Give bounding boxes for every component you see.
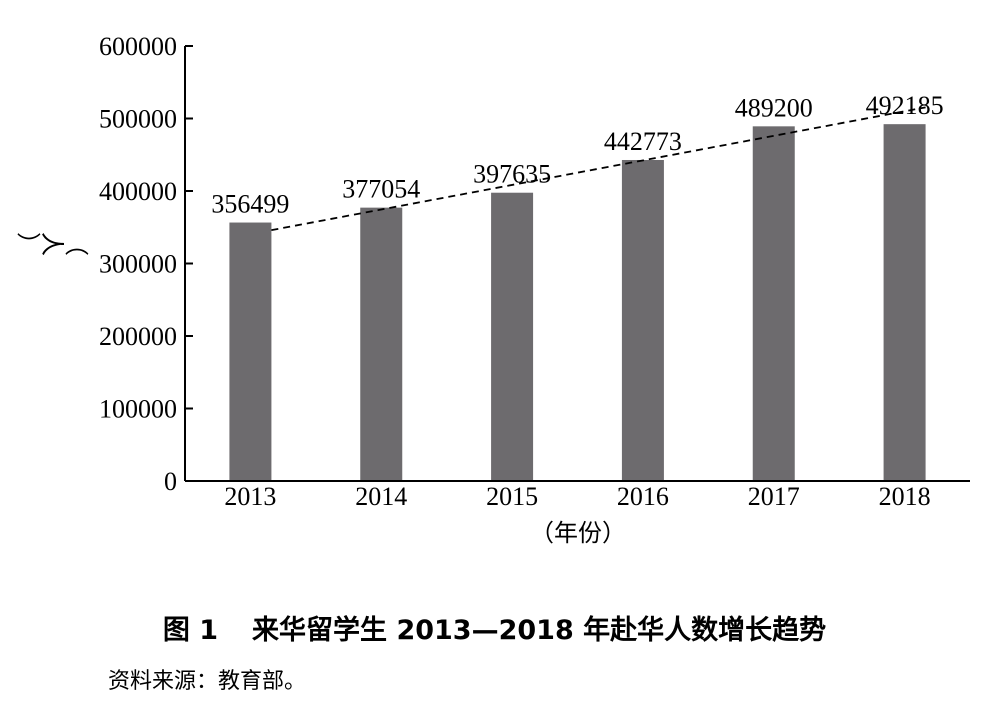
x-tick-label: 2015: [486, 482, 538, 511]
figure-caption: 图 1 来华留学生 2013—2018 年赴华人数增长趋势: [0, 608, 989, 647]
x-tick-label: 2017: [748, 482, 800, 511]
bar-2015: [491, 192, 534, 481]
source-note: 资料来源：教育部。: [108, 669, 307, 694]
x-tick-label: 2016: [617, 482, 669, 511]
figure-number: 图 1: [162, 615, 219, 646]
bar-2014: [360, 207, 403, 481]
y-tick-label: 600000: [99, 32, 177, 61]
trendline-dashed: [271, 106, 926, 232]
y-tick-label: 300000: [99, 250, 177, 279]
data-label: 397635: [473, 160, 551, 189]
data-label: 377054: [342, 175, 420, 204]
y-tick-label: 200000: [99, 322, 177, 351]
data-label: 356499: [211, 190, 289, 219]
bar-2016: [621, 159, 664, 482]
x-tick-label: 2014: [355, 482, 407, 511]
x-tick-label: 2013: [224, 482, 276, 511]
y-tick-label: 400000: [99, 177, 177, 206]
bar-2013: [229, 222, 272, 482]
bar-chart: 0 100000 200000 300000 400000 500000 600000 20…: [14, 32, 970, 547]
y-tick-label: 0: [164, 467, 177, 496]
x-axis: 2013 2014 2015 2016 2017 2018: [185, 480, 970, 511]
bar-2017: [752, 126, 795, 481]
trendline: [271, 106, 926, 232]
x-axis-title: （年份）: [530, 519, 626, 547]
x-tick-label: 2018: [879, 482, 931, 511]
y-tick-label: 100000: [99, 395, 177, 424]
bars: [229, 124, 926, 482]
figure-title: 来华留学生 2013—2018 年赴华人数增长趋势: [252, 615, 827, 646]
data-label: 489200: [735, 93, 813, 122]
y-axis: 0 100000 200000 300000 400000 500000 600000: [99, 32, 193, 496]
y-axis-title: （人）: [14, 232, 90, 256]
bar-2018: [883, 124, 926, 481]
y-tick-label: 500000: [99, 105, 177, 134]
data-label: 442773: [604, 127, 682, 156]
